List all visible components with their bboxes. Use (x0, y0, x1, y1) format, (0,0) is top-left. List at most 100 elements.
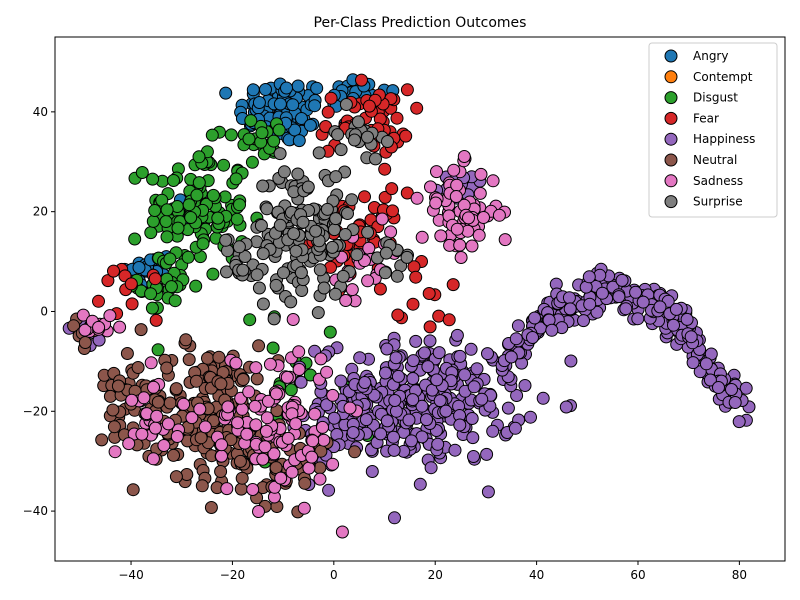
scatter-point (583, 297, 597, 311)
legend-label: Surprise (693, 195, 743, 209)
scatter-point (684, 330, 698, 344)
scatter-point (420, 413, 433, 427)
scatter-point (365, 465, 379, 478)
scatter-point (346, 426, 360, 439)
scatter-point (380, 414, 394, 428)
scatter-point (258, 440, 272, 454)
scatter-point (423, 334, 437, 348)
scatter-point (132, 261, 146, 274)
scatter-point (373, 282, 387, 296)
legend-label: Contempt (693, 70, 753, 84)
scatter-point (501, 401, 515, 415)
scatter-point (450, 222, 464, 236)
scatter-point (422, 287, 436, 300)
scatter-point (325, 240, 339, 254)
scatter-point (430, 165, 443, 179)
scatter-point (181, 250, 195, 264)
scatter-point (305, 450, 319, 464)
scatter-point (334, 143, 348, 157)
scatter-point (177, 397, 191, 411)
legend-item-disgust: Disgust (664, 91, 738, 105)
scatter-point (335, 525, 349, 539)
scatter-point (481, 485, 495, 499)
scatter-point (164, 280, 178, 294)
scatter-point (185, 411, 199, 425)
scatter-point (240, 427, 254, 441)
scatter-point (135, 166, 149, 179)
scatter-point (712, 381, 725, 394)
scatter-point (313, 461, 327, 475)
scatter-point (167, 448, 180, 462)
scatter-point (297, 501, 311, 515)
scatter-point (430, 373, 444, 387)
scatter-point (169, 470, 183, 484)
scatter-point (256, 179, 270, 193)
scatter-point (461, 224, 475, 238)
scatter-point (235, 402, 249, 416)
scatter-point (212, 350, 226, 364)
scatter-point (269, 387, 283, 401)
scatter-point (434, 229, 448, 243)
scatter-point (402, 413, 416, 427)
scatter-point (470, 362, 484, 376)
scatter-point (508, 421, 522, 435)
scatter-point (590, 305, 604, 319)
scatter-point (450, 178, 464, 192)
scatter-point (389, 351, 403, 365)
scatter-point (453, 418, 467, 432)
scatter-point (458, 368, 472, 382)
scatter-point (259, 83, 272, 96)
scatter-point (313, 472, 327, 486)
scatter-point (504, 350, 518, 364)
scatter-point (295, 112, 308, 125)
scatter-point (289, 244, 303, 258)
scatter-point (215, 449, 228, 463)
scatter-point (562, 291, 576, 305)
scatter-point (126, 483, 140, 497)
scatter-point (526, 331, 539, 344)
scatter-point (249, 418, 263, 432)
scatter-point (294, 266, 308, 280)
scatter-point (196, 237, 210, 251)
scatter-point (351, 115, 365, 129)
scatter-point (151, 343, 165, 357)
scatter-point (195, 479, 209, 493)
scatter-point (559, 400, 573, 414)
scatter-point (390, 269, 404, 283)
scatter-point (308, 407, 322, 421)
scatter-point (449, 190, 463, 203)
y-tick-label: 20 (33, 205, 48, 219)
scatter-point (229, 356, 243, 370)
scatter-point (387, 443, 401, 457)
legend-item-angry: Angry (664, 49, 728, 63)
scatter-point (169, 382, 183, 396)
scatter-point (163, 396, 177, 410)
scatter-point (309, 224, 323, 238)
scatter-point (288, 123, 302, 137)
scatter-point (273, 147, 287, 161)
scatter-point (219, 86, 233, 100)
scatter-point (409, 270, 423, 284)
scatter-point (418, 346, 431, 360)
series-happiness (62, 170, 756, 525)
scatter-point (67, 319, 81, 333)
scatter-point (252, 339, 266, 353)
scatter-point (280, 370, 294, 384)
scatter-point (194, 431, 208, 445)
axes: −40 −20 0 20 40 60 80 −40 −20 0 20 40 (23, 36, 786, 582)
scatter-point (287, 227, 301, 241)
legend-marker (664, 153, 678, 167)
scatter-point (232, 240, 246, 254)
scatter-point (348, 133, 361, 147)
scatter-point (384, 225, 398, 239)
scatter-point (238, 250, 252, 263)
scatter-point (254, 219, 268, 232)
scatter-point (107, 264, 120, 278)
scatter-point (703, 373, 717, 387)
scatter-point (245, 155, 259, 169)
scatter-point (201, 351, 214, 365)
scatter-point (92, 320, 106, 334)
scatter-point (163, 252, 177, 266)
scatter-point (329, 212, 343, 226)
scatter-point (311, 306, 325, 320)
